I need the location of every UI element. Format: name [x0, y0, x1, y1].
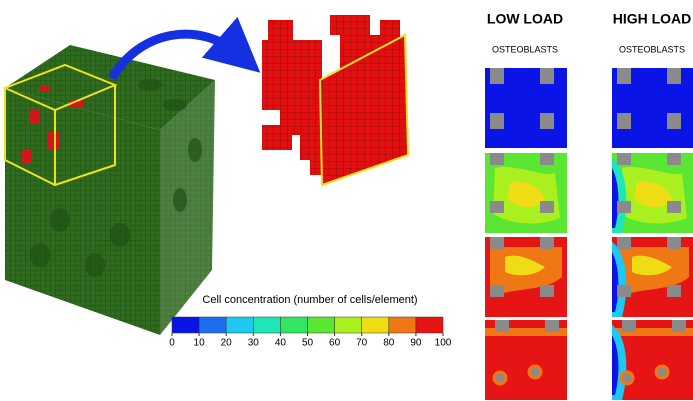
pore: [617, 113, 631, 129]
panel: [485, 320, 567, 400]
pore: [667, 285, 681, 297]
panel: [612, 237, 693, 317]
pore: [654, 364, 670, 380]
green-cube: [4, 45, 215, 335]
pore: [492, 370, 508, 386]
pore: [619, 370, 635, 386]
pore: [667, 153, 681, 165]
subheader: OSTEOBLASTS: [492, 44, 558, 54]
tick-label: 20: [221, 338, 233, 349]
pore: [667, 201, 681, 213]
pore: [667, 113, 681, 129]
pore: [540, 68, 554, 84]
header: HIGH LOAD: [613, 11, 692, 27]
pore: [527, 364, 543, 380]
contour: [507, 181, 545, 208]
pore: [540, 113, 554, 129]
colorbar: 0 10 20 30 40 50 60 70 80 90 100: [169, 316, 452, 349]
subheader: OSTEOBLASTS: [619, 44, 685, 54]
pore: [622, 320, 636, 332]
colorbar-segment: [198, 316, 227, 334]
tick-label: 90: [410, 338, 422, 349]
colorbar-segment: [280, 316, 308, 334]
tick-label: 60: [329, 338, 341, 349]
tick-label: 30: [248, 338, 260, 349]
contour: [612, 335, 619, 395]
header: LOW LOAD: [487, 11, 563, 27]
contour: [632, 255, 672, 276]
colorbar-segment: [171, 316, 200, 334]
contour: [634, 181, 672, 208]
pore: [617, 285, 631, 297]
colorbar-segment: [253, 316, 281, 334]
contour: [505, 255, 545, 276]
colorbar-segment: [307, 316, 335, 334]
pore: [490, 68, 504, 84]
pore: [540, 285, 554, 297]
pore: [617, 237, 631, 249]
pore: [495, 320, 509, 332]
pore: [490, 285, 504, 297]
panel: [612, 153, 693, 233]
tick-label: 40: [275, 338, 287, 349]
pore: [540, 201, 554, 213]
panels: [485, 68, 693, 400]
pore: [545, 320, 559, 332]
panel: [612, 320, 693, 400]
pore: [540, 237, 554, 249]
panel: [612, 68, 693, 148]
pore: [672, 320, 686, 332]
tick-label: 70: [356, 338, 368, 349]
pore: [617, 68, 631, 84]
tick-label: 50: [302, 338, 314, 349]
panel: [485, 153, 567, 233]
contour: [612, 252, 619, 312]
pore: [490, 237, 504, 249]
panel: [485, 68, 567, 148]
tick-label: 0: [169, 338, 175, 349]
colorbar-segment: [334, 316, 362, 334]
pore: [490, 201, 504, 213]
pore: [490, 113, 504, 129]
tick-label: 100: [435, 338, 452, 349]
colorbar-title: Cell concentration (number of cells/elem…: [202, 294, 417, 306]
contour: [612, 168, 619, 228]
colorbar-segment: [225, 316, 254, 334]
colorbar-segment: [361, 316, 390, 334]
pore: [667, 237, 681, 249]
pore: [667, 68, 681, 84]
colorbar-segment: [388, 316, 417, 334]
arrow: [108, 16, 261, 81]
pore: [490, 153, 504, 165]
red-cube: [262, 15, 410, 187]
tick-label: 80: [383, 338, 395, 349]
tick-label: 10: [194, 338, 206, 349]
pore: [617, 153, 631, 165]
panel: [485, 237, 567, 317]
pore: [540, 153, 554, 165]
colorbar-segment: [415, 316, 444, 334]
pore: [617, 201, 631, 213]
